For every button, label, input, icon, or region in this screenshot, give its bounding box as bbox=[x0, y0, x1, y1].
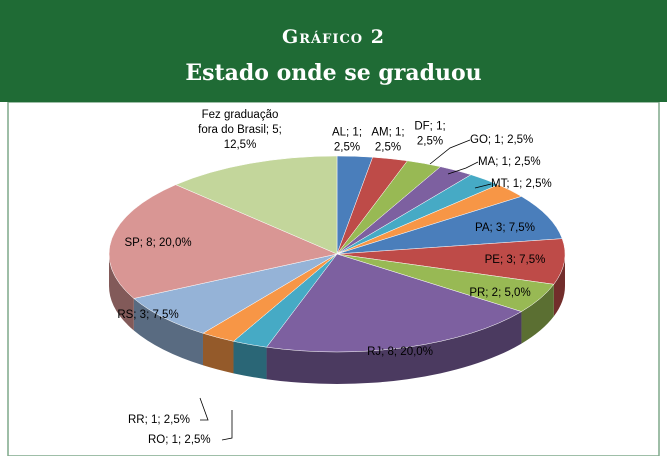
slice bbox=[336, 196, 563, 255]
slice bbox=[133, 253, 338, 334]
slice-side bbox=[233, 341, 267, 380]
data-label: SP; 8; 20,0% bbox=[124, 237, 191, 249]
slice-side bbox=[109, 254, 134, 331]
data-label: GO; 1; 2,5% bbox=[470, 134, 533, 146]
leader-line bbox=[199, 397, 209, 421]
slice bbox=[108, 184, 338, 299]
slice-side bbox=[266, 311, 522, 384]
leader-line bbox=[221, 410, 233, 441]
slice bbox=[266, 253, 523, 353]
data-label: RS; 3; 7,5% bbox=[117, 309, 178, 321]
slice bbox=[336, 238, 566, 285]
data-label: Fez graduação bbox=[202, 109, 279, 121]
data-label: 2,5% bbox=[375, 142, 401, 154]
data-label: 12,5% bbox=[224, 139, 257, 151]
data-label: AL; 1; bbox=[332, 127, 362, 139]
data-label: PA; 3; 7,5% bbox=[475, 222, 535, 234]
chart: AL; 1; 2,5% AM; 1; 2,5% DF; 1; 2,5% GO; 1; 2,5… bbox=[7, 102, 660, 456]
data-label: RJ; 8; 20,0% bbox=[367, 346, 433, 358]
slice-side bbox=[521, 284, 554, 344]
data-label: PR; 2; 5,0% bbox=[469, 287, 530, 299]
data-label: AM; 1; bbox=[371, 127, 404, 139]
data-label: PE; 3; 7,5% bbox=[485, 254, 546, 266]
data-label: MT; 1; 2,5% bbox=[491, 178, 552, 190]
data-label: RO; 1; 2,5% bbox=[148, 434, 211, 446]
data-label: RR; 1; 2,5% bbox=[128, 414, 190, 426]
chart-kicker: Gráfico 2 bbox=[282, 26, 385, 48]
leader-line bbox=[474, 183, 492, 189]
slice-side bbox=[202, 333, 234, 374]
leader-line bbox=[447, 161, 479, 175]
data-label: fora do Brasil; 5; bbox=[198, 124, 282, 136]
slice-side bbox=[133, 298, 203, 366]
data-label: MA; 1; 2,5% bbox=[478, 156, 541, 168]
chart-title: Estado onde se graduou bbox=[185, 60, 482, 86]
data-label: DF; 1; bbox=[414, 121, 445, 133]
header: Gráfico 2 Estado onde se graduou bbox=[0, 0, 667, 102]
data-label: 2,5% bbox=[417, 136, 443, 148]
leader-line bbox=[429, 139, 471, 165]
slice bbox=[175, 155, 338, 255]
data-label: 2,5% bbox=[334, 142, 360, 154]
